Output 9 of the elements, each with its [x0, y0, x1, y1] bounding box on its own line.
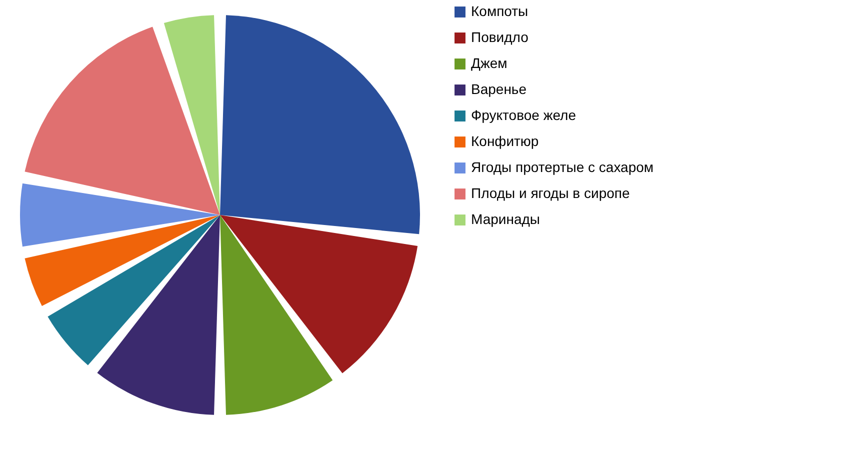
legend-label: Конфитюр — [471, 133, 539, 149]
legend-label: Маринады — [471, 211, 540, 227]
legend-label: Плоды и ягоды в сиропе — [471, 185, 630, 201]
legend-label: Ягоды протертые с сахаром — [471, 159, 654, 175]
legend-label: Компоты — [471, 3, 528, 19]
legend-label: Варенье — [471, 81, 527, 97]
legend-label: Фруктовое желе — [471, 107, 576, 123]
legend-label: Повидло — [471, 29, 529, 45]
legend-label: Джем — [471, 55, 508, 71]
